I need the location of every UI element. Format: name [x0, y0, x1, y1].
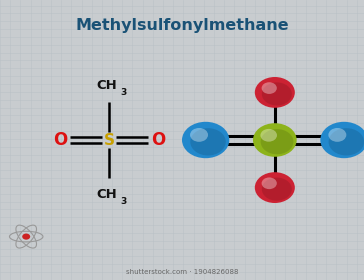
Circle shape	[190, 128, 226, 155]
Circle shape	[262, 178, 277, 189]
Text: Methylsulfonylmethane: Methylsulfonylmethane	[75, 18, 289, 33]
Circle shape	[262, 82, 277, 94]
Circle shape	[22, 234, 30, 240]
Circle shape	[253, 123, 297, 157]
Circle shape	[329, 128, 364, 155]
Text: O: O	[151, 131, 166, 149]
Circle shape	[255, 77, 295, 108]
Text: O: O	[53, 131, 67, 149]
Text: shutterstock.com · 1904826088: shutterstock.com · 1904826088	[126, 269, 238, 275]
Text: S: S	[104, 132, 115, 148]
Circle shape	[320, 122, 364, 158]
Circle shape	[255, 172, 295, 203]
Circle shape	[190, 128, 208, 142]
Circle shape	[182, 122, 229, 158]
Circle shape	[328, 128, 346, 142]
Text: CH: CH	[96, 188, 117, 201]
Circle shape	[262, 178, 292, 201]
Circle shape	[260, 129, 277, 142]
Text: 3: 3	[120, 197, 127, 206]
Text: 3: 3	[120, 88, 127, 97]
Text: CH: CH	[96, 79, 117, 92]
Circle shape	[261, 129, 293, 154]
Circle shape	[262, 82, 292, 106]
